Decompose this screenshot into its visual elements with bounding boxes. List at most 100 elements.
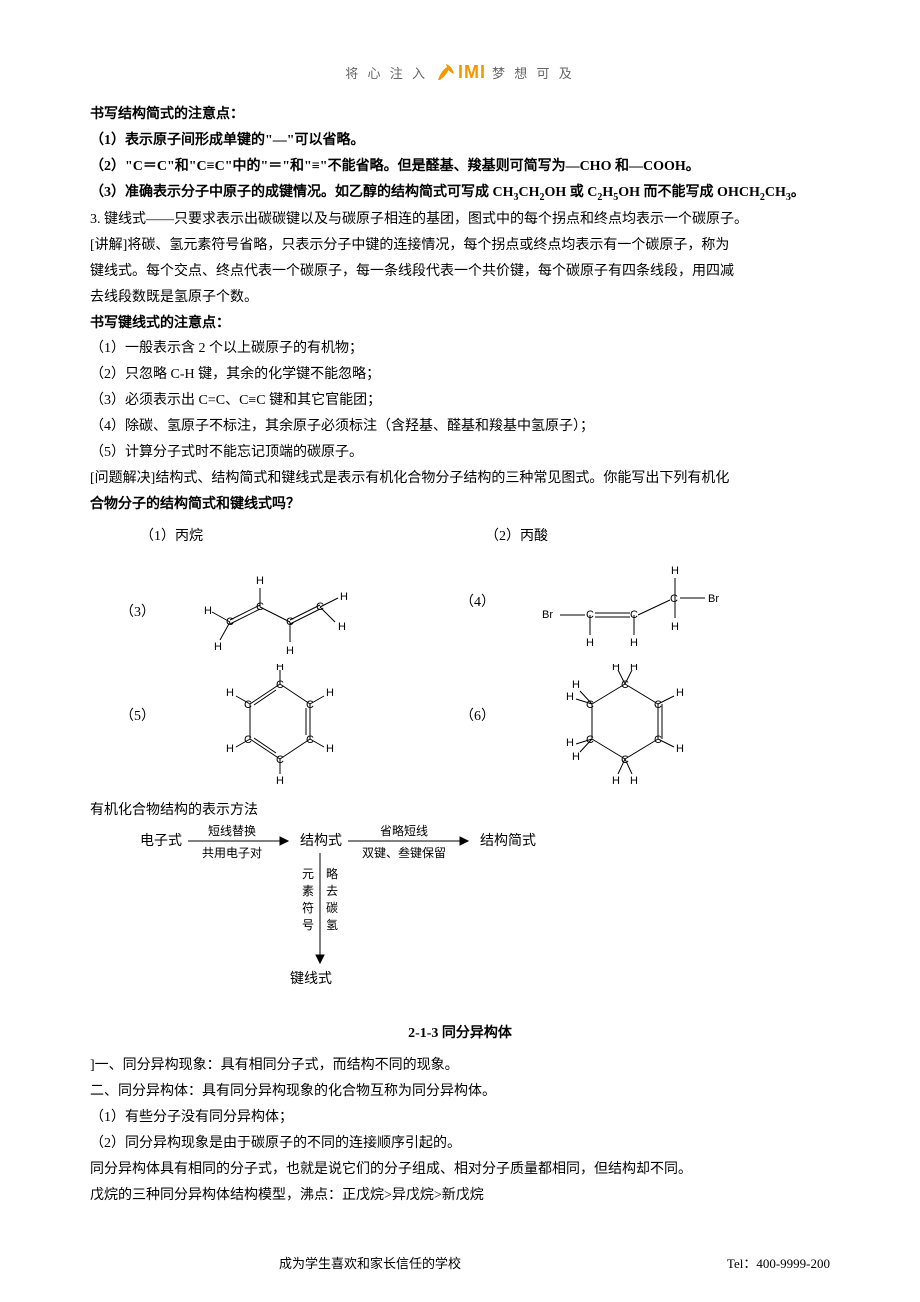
svg-text:C: C (226, 616, 234, 628)
svg-text:C: C (244, 699, 252, 711)
text-line: 书写结构简式的注意点： (90, 102, 830, 128)
diagram-row-3: （5） (90, 664, 830, 794)
svg-text:H: H (572, 679, 580, 691)
svg-text:C: C (316, 601, 324, 613)
content-body: 书写结构简式的注意点： （1）表示原子间形成单键的"—"可以省略。 （2）"C＝… (90, 102, 830, 1209)
svg-text:H: H (226, 687, 234, 699)
text-line: 去线段数既是氢原子个数。 (90, 285, 830, 311)
text-line: 同分异构体具有相同的分子式，也就是说它们的分子组成、相对分子质量都相同，但结构却… (90, 1157, 830, 1183)
svg-text:H: H (286, 645, 294, 657)
svg-text:H: H (214, 641, 222, 653)
footer-right: Tel：400-9999-200 (650, 1253, 830, 1272)
svg-text:元: 元 (302, 867, 314, 881)
problem-3-label: （3） (90, 560, 190, 626)
svg-text:C: C (621, 754, 629, 766)
text-line: （2）只忽略 C-H 键，其余的化学键不能忽略； (90, 362, 830, 388)
svg-text:素: 素 (302, 884, 314, 898)
svg-text:Br: Br (708, 593, 719, 605)
leaf-icon (434, 60, 458, 84)
text-line: （1）表示原子间形成单键的"—"可以省略。 (90, 128, 830, 154)
svg-text:C: C (586, 734, 594, 746)
text-line: 戊烷的三种同分异构体结构模型，沸点：正戊烷>异戊烷>新戊烷 (90, 1183, 830, 1209)
structure-6-svg: CCC CCC HH HH HH HH HH (530, 664, 720, 794)
text-line: 二、同分异构体：具有同分异构现象的化合物互称为同分异构体。 (90, 1079, 830, 1105)
svg-text:Br: Br (542, 609, 553, 621)
svg-text:C: C (586, 699, 594, 711)
text-line: 合物分子的结构简式和键线式吗？ (90, 492, 830, 518)
text-line: （2）同分异构现象是由于碳原子的不同的连接顺序引起的。 (90, 1131, 830, 1157)
flow-node-4: 键线式 (290, 971, 332, 987)
text-line: （4）除碳、氢原子不标注，其余原子必须标注（含羟基、醛基和羧基中氢原子）； (90, 414, 830, 440)
text-line: 书写键线式的注意点： (90, 311, 830, 337)
svg-text:C: C (306, 699, 314, 711)
svg-text:C: C (654, 734, 662, 746)
svg-text:H: H (612, 775, 620, 787)
text-line: 3. 键线式——只要求表示出碳碳键以及与碳原子相连的基团，图式中的每个拐点和终点… (90, 207, 830, 233)
svg-text:C: C (621, 679, 629, 691)
svg-text:H: H (572, 751, 580, 763)
svg-text:H: H (256, 575, 264, 587)
svg-text:氢: 氢 (326, 917, 338, 932)
svg-text:H: H (586, 637, 594, 649)
svg-text:H: H (340, 591, 348, 603)
problem-5-label: （5） (90, 664, 190, 730)
svg-text:H: H (676, 743, 684, 755)
svg-text:去: 去 (326, 884, 338, 898)
svg-text:C: C (586, 609, 594, 621)
problem-2: （2）丙酸 (485, 524, 830, 550)
svg-text:C: C (256, 601, 264, 613)
structure-4-svg: Br C C C Br H H H H (530, 560, 750, 650)
svg-text:H: H (630, 664, 638, 673)
svg-text:H: H (276, 775, 284, 787)
footer-center: 成为学生喜欢和家长信任的学校 (90, 1253, 650, 1272)
svg-text:C: C (630, 609, 638, 621)
svg-text:C: C (276, 679, 284, 691)
svg-text:省略短线: 省略短线 (380, 823, 428, 838)
problem-6-label: （6） (430, 664, 530, 730)
svg-text:H: H (671, 621, 679, 633)
text-line: （5）计算分子式时不能忘记顶端的碳原子。 (90, 440, 830, 466)
flow-title: 有机化合物结构的表示方法 (90, 798, 830, 824)
svg-text:C: C (306, 734, 314, 746)
svg-text:H: H (326, 687, 334, 699)
page-footer: 成为学生喜欢和家长信任的学校 Tel：400-9999-200 (0, 1253, 920, 1272)
svg-text:碳: 碳 (326, 901, 338, 915)
page: 将 心 注 入 IMI 梦 想 可 及 书写结构简式的注意点： （1）表示原子间… (0, 0, 920, 1302)
svg-text:号: 号 (302, 918, 314, 932)
text-line: （1）有些分子没有同分异构体； (90, 1105, 830, 1131)
svg-text:H: H (630, 775, 638, 787)
svg-text:C: C (276, 754, 284, 766)
text-line: [讲解]将碳、氢元素符号省略，只表示分子中键的连接情况，每个拐点或终点均表示有一… (90, 233, 830, 259)
svg-text:共用电子对: 共用电子对 (202, 846, 262, 860)
flow-svg: 电子式 结构式 结构简式 键线式 短线替换 共用电子对 省略短线 (90, 823, 610, 993)
diagram-row-2: （3） (90, 560, 830, 660)
text-line: （3）必须表示出 C=C、C≡C 键和其它官能团； (90, 388, 830, 414)
svg-text:C: C (670, 593, 678, 605)
svg-text:C: C (286, 616, 294, 628)
svg-text:H: H (566, 691, 574, 703)
structure-3-svg: C C C C H H H H H H (190, 560, 390, 660)
logo-text: IMI (458, 62, 486, 83)
svg-text:H: H (671, 565, 679, 577)
problem-1: （1）丙烷 (90, 524, 485, 550)
header-left-text: 将 心 注 入 (345, 63, 428, 82)
svg-text:H: H (630, 637, 638, 649)
flow-diagram: 有机化合物结构的表示方法 电子式 结构式 结构简式 键线式 短线 (90, 798, 830, 1004)
text-line: ]一、同分异构现象：具有相同分子式，而结构不同的现象。 (90, 1053, 830, 1079)
problem-row-1: （1）丙烷 （2）丙酸 (90, 524, 830, 550)
text-line: 键线式。每个交点、终点代表一个碳原子，每一条线段代表一个共价键，每个碳原子有四条… (90, 259, 830, 285)
flow-node-1: 电子式 (140, 833, 182, 849)
logo: IMI (434, 60, 486, 84)
svg-text:双键、叁键保留: 双键、叁键保留 (362, 845, 446, 860)
svg-text:C: C (244, 734, 252, 746)
header-right-text: 梦 想 可 及 (492, 63, 575, 82)
section-2-title: 2-1-3 同分异构体 (90, 1021, 830, 1047)
svg-text:H: H (566, 737, 574, 749)
svg-text:H: H (676, 687, 684, 699)
flow-node-3: 结构简式 (480, 832, 536, 849)
svg-text:短线替换: 短线替换 (208, 824, 256, 838)
text-line: （2）"C＝C"和"C≡C"中的"＝"和"≡"不能省略。但是醛基、羧基则可简写为… (90, 154, 830, 180)
text-line: （3）准确表示分子中原子的成键情况。如乙醇的结构简式可写成 CH3CH2OH 或… (90, 180, 830, 207)
svg-text:H: H (338, 621, 346, 633)
svg-text:H: H (204, 605, 212, 617)
